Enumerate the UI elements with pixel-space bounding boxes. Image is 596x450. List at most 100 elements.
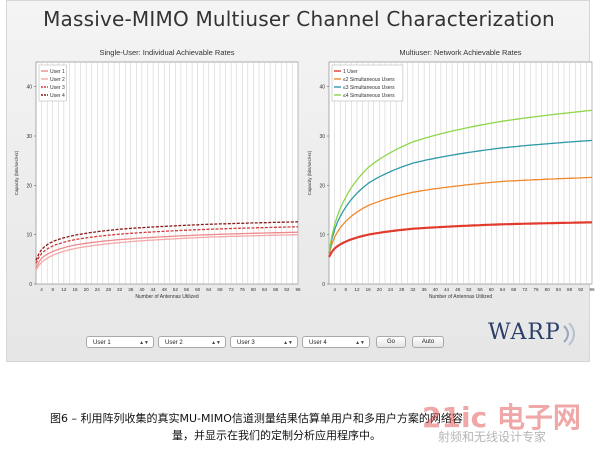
chart-title: Single-User: Individual Achievable Rates — [99, 48, 234, 57]
y-tick-label: 40 — [319, 85, 325, 91]
x-tick-label: 48 — [162, 287, 168, 292]
x-tick-label: 40 — [433, 287, 439, 292]
legend-label: User 1 — [50, 69, 65, 75]
x-tick-label: 24 — [95, 287, 101, 292]
x-tick-label: 32 — [117, 287, 123, 292]
chart-title: Multiuser: Network Achievable Rates — [399, 48, 521, 57]
user-select-3-value: User 3 — [237, 340, 255, 346]
x-tick-label: 92 — [284, 287, 290, 292]
legend-label: ≤2 Simultaneous Users — [343, 77, 395, 83]
user-select-3[interactable]: User 3 ▲▼ — [230, 336, 298, 348]
x-tick-label: 88 — [273, 287, 279, 292]
x-tick-label: 12 — [354, 287, 360, 292]
legend-label: User 3 — [50, 85, 65, 91]
legend-label: User 2 — [50, 77, 65, 83]
x-tick-label: 64 — [500, 287, 506, 292]
legend-box — [331, 64, 404, 102]
x-tick-label: 16 — [366, 287, 372, 292]
app-title: Massive-MIMO Multiuser Channel Character… — [43, 7, 555, 31]
y-tick-label: 30 — [26, 134, 32, 140]
x-tick-label: 52 — [173, 287, 179, 292]
x-tick-label: 76 — [533, 287, 539, 292]
user-select-4[interactable]: User 4 ▲▼ — [302, 336, 370, 348]
legend-label: 1 User — [343, 69, 358, 75]
go-button[interactable]: Go — [376, 336, 406, 348]
caption-line-2: 量，并显示在我们的定制分析应用程序中。 — [172, 429, 381, 442]
y-tick-label: 0 — [322, 282, 325, 288]
x-tick-label: 96 — [589, 287, 595, 292]
series-line-3 — [35, 226, 298, 264]
x-tick-label: 28 — [399, 287, 405, 292]
chevron-down-icon: ▲▼ — [139, 340, 149, 346]
y-tick-label: 0 — [29, 282, 32, 288]
x-tick-label: 4 — [333, 287, 336, 292]
x-tick-label: 4 — [40, 287, 43, 292]
chevron-down-icon: ▲▼ — [355, 340, 365, 346]
y-tick-label: 40 — [26, 85, 32, 91]
x-tick-label: 36 — [128, 287, 134, 292]
user-select-2-value: User 2 — [165, 340, 183, 346]
series-line-1 — [35, 231, 299, 268]
x-tick-label: 44 — [151, 287, 157, 292]
watermark-main: 21ic 电子网 — [422, 401, 581, 434]
user-select-1[interactable]: User 1 ▲▼ — [86, 336, 154, 348]
x-tick-label: 8 — [345, 287, 348, 292]
x-axis-label: Number of Antennas Utilized — [135, 294, 199, 300]
x-tick-label: 56 — [184, 287, 190, 292]
user-select-1-value: User 1 — [93, 340, 111, 346]
x-tick-label: 40 — [139, 287, 145, 292]
y-tick-label: 30 — [319, 134, 325, 140]
y-tick-label: 10 — [319, 233, 325, 239]
series-line-1 — [328, 221, 593, 258]
y-tick-label: 20 — [26, 183, 32, 189]
x-tick-label: 68 — [217, 287, 223, 292]
x-tick-label: 72 — [229, 287, 235, 292]
x-axis-label: Number of Antennas Utilized — [429, 294, 493, 300]
x-tick-label: 68 — [511, 287, 517, 292]
caption-line-1: 图6 – 利用阵列收集的真实MU-MIMO信道测量结果估算单用户和多用户方案的网… — [50, 412, 463, 425]
x-tick-label: 60 — [489, 287, 495, 292]
x-tick-label: 76 — [240, 287, 246, 292]
y-tick-label: 20 — [319, 183, 325, 189]
x-tick-label: 20 — [84, 287, 90, 292]
watermark: 21ic 电子网 射频和无线设计专家 — [392, 396, 592, 448]
x-tick-label: 8 — [51, 287, 54, 292]
user-select-4-value: User 4 — [309, 340, 327, 346]
legend-label: ≤3 Simultaneous Users — [343, 85, 395, 91]
plot-area — [35, 61, 299, 285]
x-tick-label: 44 — [444, 287, 450, 292]
x-tick-label: 12 — [61, 287, 67, 292]
x-tick-label: 36 — [422, 287, 428, 292]
warp-logo-waves-icon — [563, 322, 575, 346]
x-tick-label: 88 — [567, 287, 573, 292]
x-tick-label: 80 — [545, 287, 551, 292]
x-tick-label: 60 — [195, 287, 201, 292]
x-tick-label: 84 — [262, 287, 268, 292]
y-tick-label: 10 — [26, 233, 32, 239]
series-line-4 — [328, 109, 593, 253]
y-axis-label: Capacity (bits/sec/Hz) — [307, 150, 312, 195]
x-tick-label: 92 — [578, 287, 584, 292]
warp-logo: WARP — [488, 318, 584, 350]
series-line-4 — [35, 221, 299, 261]
auto-button[interactable]: Auto — [412, 336, 444, 348]
series-line-2 — [328, 176, 593, 255]
warp-logo-text: WARP — [488, 320, 561, 345]
x-tick-label: 52 — [466, 287, 472, 292]
x-tick-label: 32 — [410, 287, 416, 292]
x-tick-label: 48 — [455, 287, 461, 292]
x-tick-label: 28 — [106, 287, 112, 292]
x-tick-label: 84 — [556, 287, 562, 292]
x-tick-label: 24 — [388, 287, 394, 292]
user-select-2[interactable]: User 2 ▲▼ — [158, 336, 226, 348]
x-tick-label: 96 — [295, 287, 301, 292]
legend-label: User 4 — [50, 93, 65, 99]
x-tick-label: 56 — [478, 287, 484, 292]
legend-label: ≤4 Simultaneous Users — [343, 93, 395, 99]
series-line-3 — [328, 139, 593, 254]
chevron-down-icon: ▲▼ — [211, 340, 221, 346]
x-tick-label: 72 — [522, 287, 528, 292]
